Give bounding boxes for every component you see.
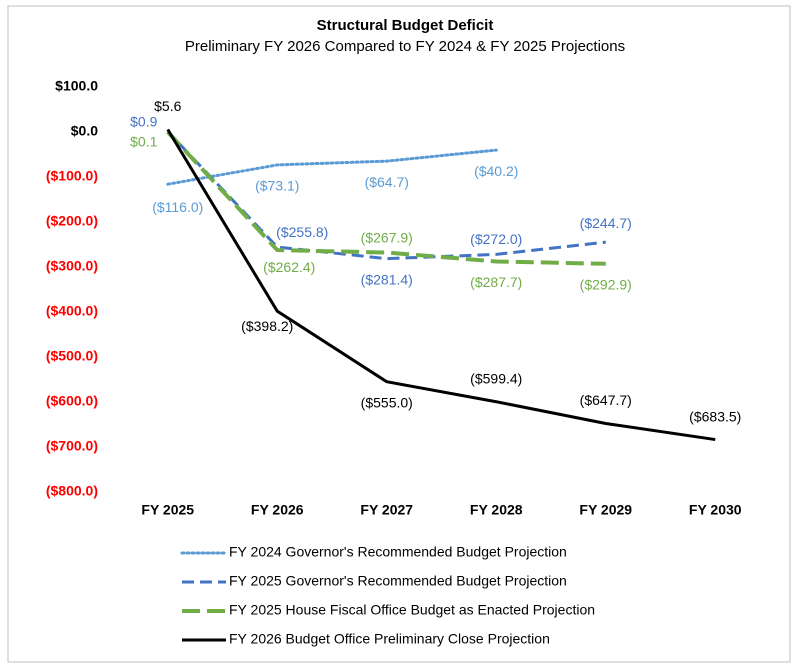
data-label: ($116.0) <box>152 199 203 215</box>
data-label: ($267.9) <box>361 229 413 245</box>
data-label: ($599.4) <box>470 370 522 386</box>
data-label: ($73.1) <box>255 178 299 194</box>
legend-label: FY 2025 House Fiscal Office Budget as En… <box>229 602 595 618</box>
data-label: ($647.7) <box>580 392 632 408</box>
data-label: ($292.9) <box>580 277 632 293</box>
data-label: ($255.8) <box>276 224 328 240</box>
x-tick-label: FY 2027 <box>360 502 413 518</box>
y-tick-label: $100.0 <box>55 78 98 94</box>
data-label: $0.1 <box>130 134 157 150</box>
legend-label: FY 2025 Governor's Recommended Budget Pr… <box>229 573 567 589</box>
data-label: $5.6 <box>154 98 181 114</box>
chart-frame <box>7 5 791 663</box>
y-tick-label: $0.0 <box>71 123 98 139</box>
series-line <box>166 130 606 261</box>
data-label: ($398.2) <box>241 318 293 334</box>
x-tick-label: FY 2029 <box>579 502 632 518</box>
y-tick-label: ($300.0) <box>46 258 98 274</box>
data-label: ($40.2) <box>474 163 518 179</box>
legend-label: FY 2026 Budget Office Preliminary Close … <box>229 631 550 647</box>
data-label: ($683.5) <box>689 408 741 424</box>
data-label: ($272.0) <box>470 231 522 247</box>
data-label: $0.9 <box>130 113 157 129</box>
y-tick-label: ($600.0) <box>46 393 98 409</box>
legend-label: FY 2024 Governor's Recommended Budget Pr… <box>229 544 567 560</box>
y-tick-label: ($500.0) <box>46 348 98 364</box>
y-tick-label: ($200.0) <box>46 213 98 229</box>
data-label: ($262.4) <box>263 259 315 275</box>
y-tick-label: ($100.0) <box>46 168 98 184</box>
data-label: ($244.7) <box>580 215 632 231</box>
x-tick-label: FY 2026 <box>251 502 304 518</box>
series-line <box>166 148 498 186</box>
y-tick-label: ($800.0) <box>46 483 98 499</box>
y-tick-label: ($400.0) <box>46 303 98 319</box>
data-label: ($64.7) <box>365 174 409 190</box>
data-label: ($281.4) <box>361 271 413 287</box>
chart-subtitle: Preliminary FY 2026 Compared to FY 2024 … <box>185 38 625 55</box>
series-line <box>166 130 606 266</box>
series-line <box>166 128 716 442</box>
data-label: ($287.7) <box>470 274 522 290</box>
y-tick-label: ($700.0) <box>46 438 98 454</box>
x-tick-label: FY 2030 <box>689 502 742 518</box>
chart-title: Structural Budget Deficit <box>317 17 494 34</box>
x-tick-label: FY 2025 <box>141 502 194 518</box>
data-label: ($555.0) <box>361 394 413 410</box>
x-tick-label: FY 2028 <box>470 502 523 518</box>
